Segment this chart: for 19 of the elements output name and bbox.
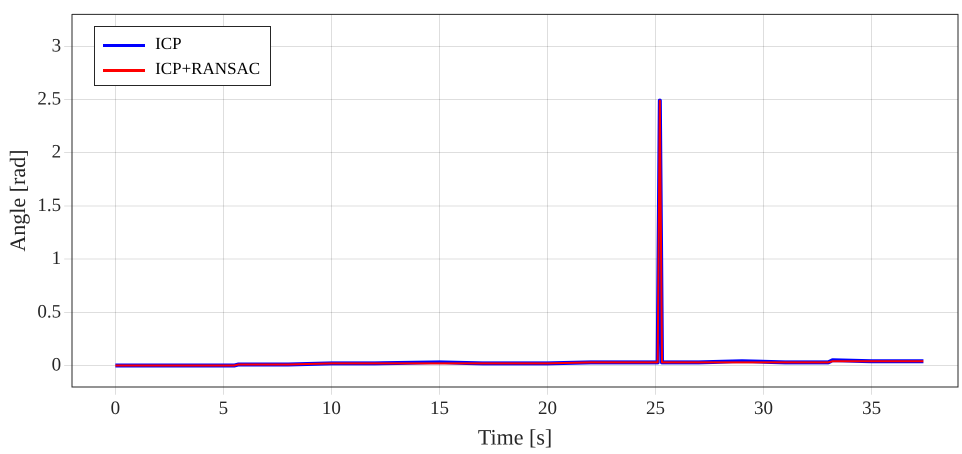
x-tick-label: 10: [322, 398, 341, 420]
legend-label: ICP+RANSAC: [155, 59, 260, 78]
x-tick-label: 0: [110, 398, 120, 420]
y-tick-label: 1.5: [37, 194, 62, 216]
legend-label: ICP: [155, 34, 182, 54]
y-tick-label: 0.5: [37, 301, 62, 322]
x-tick-label: 25: [646, 398, 666, 420]
x-tick-label: 35: [862, 398, 882, 420]
x-tick-label: 20: [538, 398, 557, 420]
y-tick-label: 2: [52, 142, 62, 163]
x-tick-label: 5: [218, 398, 228, 420]
x-axis-title: Time [s]: [478, 424, 552, 450]
y-tick-label: 0: [52, 354, 62, 376]
x-tick-label: 15: [430, 398, 449, 420]
x-tick-label: 30: [754, 398, 774, 420]
y-axis-title: Angle [rad]: [4, 150, 30, 252]
y-tick-label: 1: [52, 248, 62, 270]
y-tick-label: 2.5: [37, 88, 62, 110]
y-tick-label: 3: [52, 35, 62, 56]
